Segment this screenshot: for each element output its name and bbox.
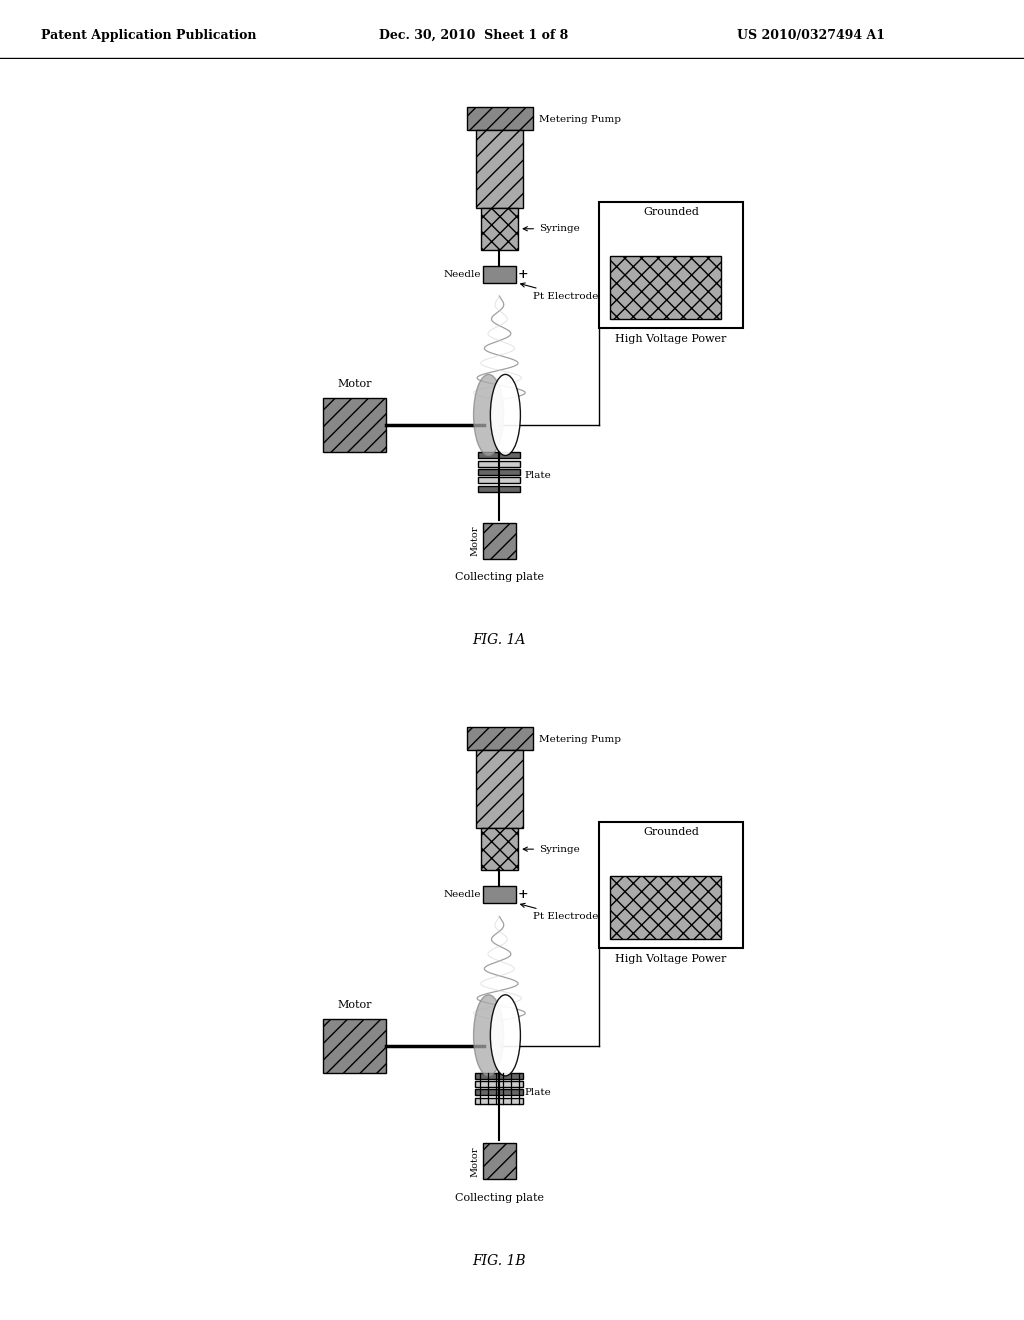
Bar [475,1089,523,1096]
Ellipse shape [490,995,520,1076]
Bar [478,453,520,458]
Bar [483,1143,516,1180]
Text: Motor: Motor [471,1146,480,1176]
Bar [483,267,516,282]
Text: Patent Application Publication: Patent Application Publication [41,29,256,42]
Bar [476,750,523,828]
Text: FIG. 1A: FIG. 1A [473,634,526,647]
Bar [599,202,743,327]
Bar [478,478,520,483]
Text: +: + [518,888,528,902]
Text: US 2010/0327494 A1: US 2010/0327494 A1 [737,29,886,42]
Text: Collecting plate: Collecting plate [455,572,544,582]
Text: Grounded: Grounded [643,826,699,837]
Bar [481,207,518,249]
Bar [478,461,520,466]
Text: Syringe: Syringe [523,845,580,854]
Ellipse shape [473,995,504,1076]
Text: High Voltage Power: High Voltage Power [615,334,727,345]
Text: Motor: Motor [337,999,372,1010]
Bar [610,256,721,319]
Text: FIG. 1B: FIG. 1B [472,1254,526,1267]
Text: Plate: Plate [524,470,551,479]
Bar [478,486,520,492]
Text: Pt Electrode: Pt Electrode [520,282,598,301]
Bar [323,1019,386,1073]
Text: Metering Pump: Metering Pump [539,735,621,744]
Text: Motor: Motor [471,525,480,556]
Bar [475,1073,523,1078]
Text: Motor: Motor [337,379,372,389]
Bar [483,523,516,560]
Text: Collecting plate: Collecting plate [455,1192,544,1203]
Text: Grounded: Grounded [643,206,699,216]
Bar [483,887,516,903]
Bar [467,727,534,750]
Bar [475,1081,523,1086]
Bar [599,822,743,948]
Ellipse shape [490,375,520,455]
Text: Dec. 30, 2010  Sheet 1 of 8: Dec. 30, 2010 Sheet 1 of 8 [379,29,568,42]
Text: High Voltage Power: High Voltage Power [615,954,727,965]
Text: Metering Pump: Metering Pump [539,115,621,124]
Text: Pt Electrode: Pt Electrode [520,903,598,921]
Bar [323,399,386,453]
Text: Needle: Needle [443,890,481,899]
Text: Plate: Plate [524,1088,551,1097]
Text: +: + [518,268,528,281]
Ellipse shape [473,375,504,455]
Text: Syringe: Syringe [523,224,580,234]
Bar [481,828,518,870]
Bar [610,876,721,940]
Bar [476,129,523,207]
Bar [467,107,534,129]
Bar [475,1098,523,1104]
Bar [478,469,520,475]
Text: Needle: Needle [443,269,481,279]
